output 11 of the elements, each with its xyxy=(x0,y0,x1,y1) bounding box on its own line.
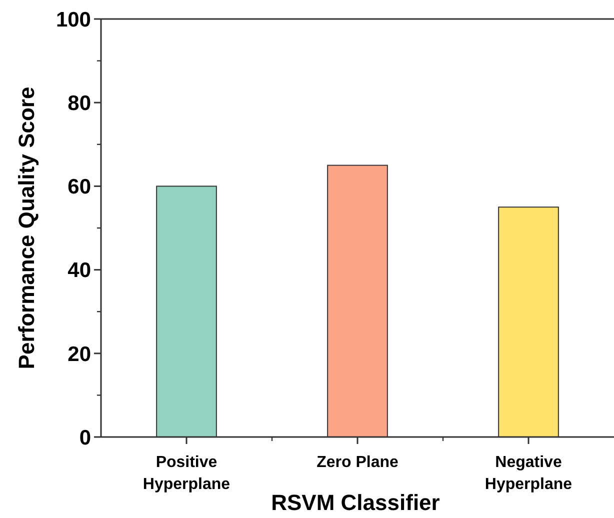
y-tick-label: 0 xyxy=(79,426,91,450)
y-tick-label: 80 xyxy=(68,92,91,115)
y-axis-title: Performance Quality Score xyxy=(14,86,39,370)
y-tick-label: 40 xyxy=(68,259,91,282)
y-tick-label: 100 xyxy=(56,8,91,32)
x-axis-title: RSVM Classifier xyxy=(271,490,440,515)
x-tick-label: Positive Hyperplane xyxy=(142,454,230,493)
x-tick-label: Zero Plane xyxy=(316,454,398,471)
y-tick-label: 20 xyxy=(68,342,91,366)
y-tick-label: 60 xyxy=(68,176,91,199)
x-tick-label: Negative Hyperplane xyxy=(484,454,572,493)
